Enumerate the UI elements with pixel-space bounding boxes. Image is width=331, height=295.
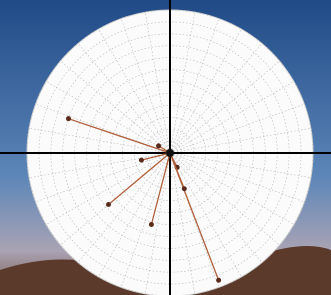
vector-point (216, 278, 221, 283)
vector-point (156, 143, 161, 148)
vector-point (66, 116, 71, 121)
vector-point (139, 158, 144, 163)
vector-point (182, 186, 187, 191)
vector-point (106, 202, 111, 207)
center-dot (166, 149, 174, 157)
polar-plot-screenshot (0, 0, 331, 295)
vector-point (149, 222, 154, 227)
